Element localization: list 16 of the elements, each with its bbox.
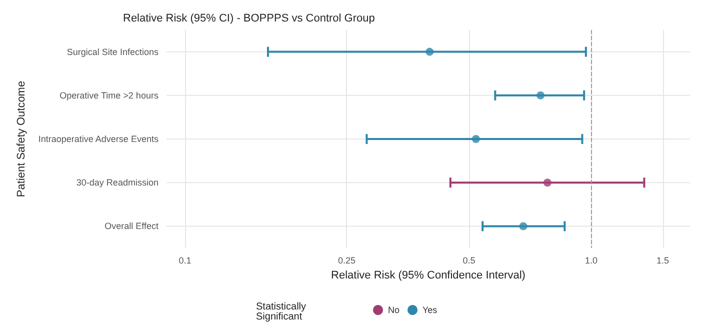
- x-axis-title: Relative Risk (95% Confidence Interval): [331, 269, 526, 282]
- x-tick-label: 0.5: [462, 256, 476, 266]
- x-tick-label: 1.0: [585, 256, 598, 266]
- y-tick-label: 30-day Readmission: [76, 178, 158, 188]
- legend-label: No: [388, 305, 400, 315]
- x-tick-label: 0.25: [338, 256, 356, 266]
- legend-label: Yes: [422, 305, 438, 315]
- x-tick-label: 0.1: [178, 256, 192, 266]
- chart-title: Relative Risk (95% CI) - BOPPPS vs Control Group: [123, 12, 375, 24]
- y-tick-label: Operative Time >2 hours: [60, 90, 159, 100]
- legend-title: Statistically Significant: [256, 302, 309, 322]
- y-axis-title: Patient Safety Outcome: [16, 80, 28, 198]
- y-tick-label: Surgical Site Infections: [66, 46, 159, 57]
- y-tick-label: Overall Effect: [104, 221, 159, 232]
- y-tick-label: Intraoperative Adverse Events: [38, 134, 159, 144]
- x-tick-label: 1.5: [656, 256, 670, 266]
